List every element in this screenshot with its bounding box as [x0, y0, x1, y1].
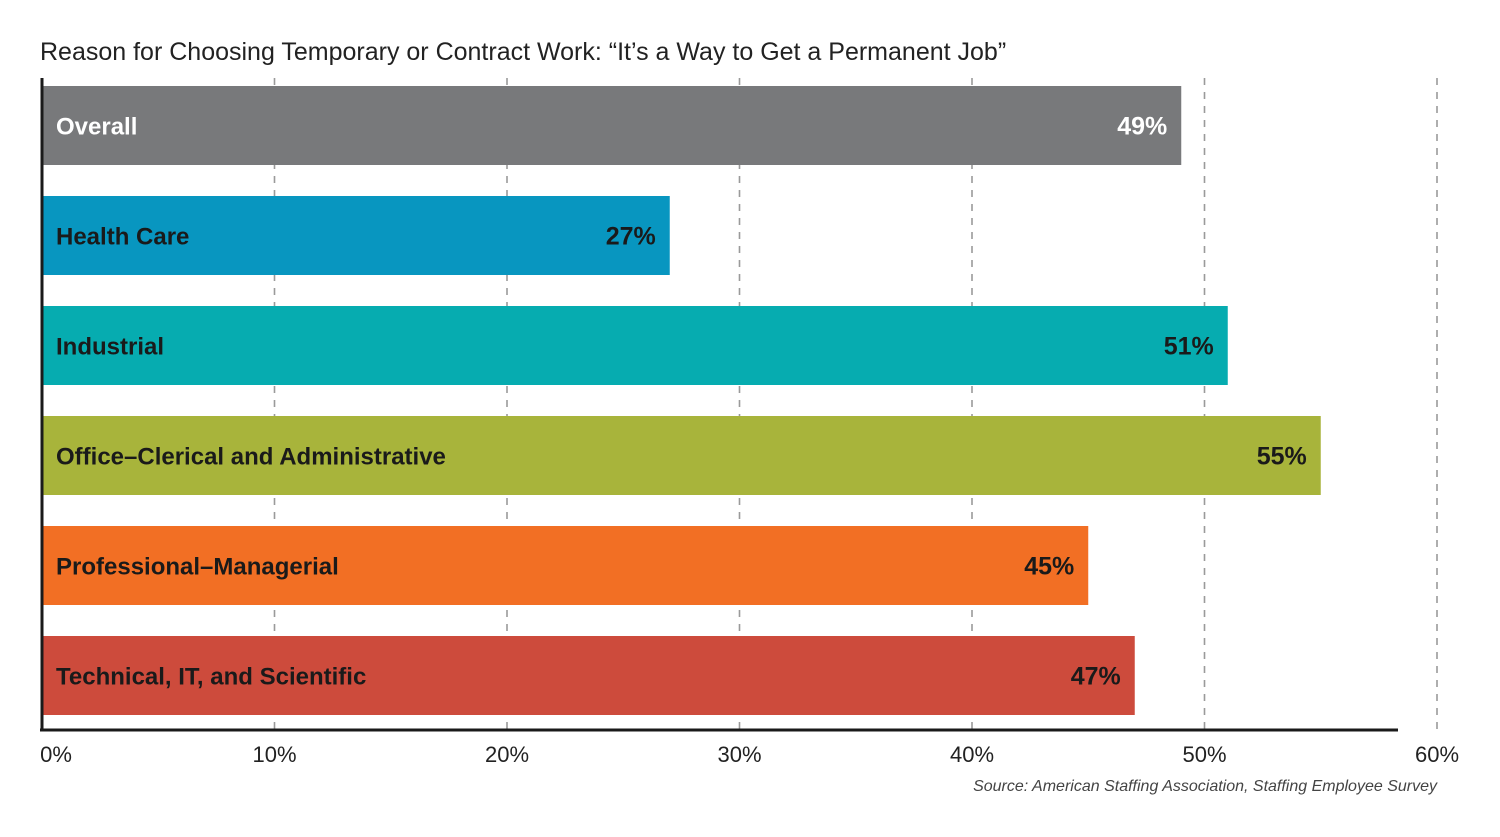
x-tick-label: 20%: [485, 742, 529, 767]
bar-0: [43, 86, 1182, 165]
category-label: Office–Clerical and Administrative: [56, 444, 446, 471]
x-tick-labels: 0% 10% 20% 30% 40% 50% 60%: [40, 742, 1459, 767]
x-tick-label: 60%: [1415, 742, 1459, 767]
value-label: 47%: [1071, 663, 1121, 691]
category-label: Professional–Managerial: [56, 554, 339, 581]
x-tick-label: 10%: [252, 742, 296, 767]
bar-1: [43, 196, 670, 275]
category-label: Technical, IT, and Scientific: [56, 664, 366, 691]
x-tick-label: 40%: [950, 742, 994, 767]
x-tick-label: 50%: [1182, 742, 1226, 767]
gridlines: [273, 78, 1438, 730]
value-label: 51%: [1164, 333, 1214, 361]
source-note: Source: American Staffing Association, S…: [973, 778, 1438, 795]
value-label: 27%: [606, 223, 656, 251]
category-label: Health Care: [56, 224, 189, 251]
bar-4: [43, 526, 1089, 605]
axes: [40, 78, 1398, 732]
value-label: 45%: [1024, 553, 1074, 581]
bar-5: [43, 636, 1135, 715]
bar-2: [43, 306, 1228, 385]
value-label: 55%: [1257, 443, 1307, 471]
x-tick-label: 30%: [717, 742, 761, 767]
x-tick-label: 0%: [40, 742, 72, 767]
bars: Overall 49% Health Care 27% Industrial 51% Off…: [43, 86, 1321, 715]
value-label: 49%: [1117, 113, 1167, 141]
chart-title: Reason for Choosing Temporary or Contrac…: [40, 38, 1006, 66]
category-label: Overall: [56, 114, 137, 141]
bar-3: [43, 416, 1321, 495]
category-label: Industrial: [56, 334, 164, 361]
